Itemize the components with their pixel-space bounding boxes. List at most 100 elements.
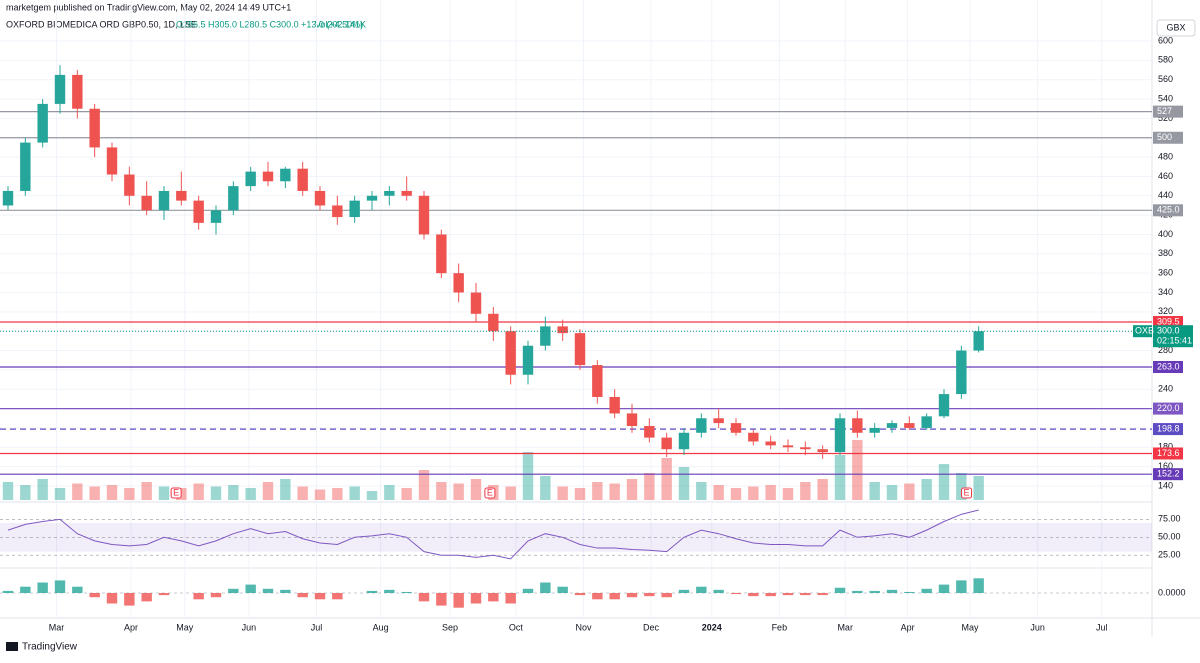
volume-bar <box>453 483 464 500</box>
level-label: 309.5 <box>1157 316 1180 326</box>
x-tick-label: Aug <box>373 622 389 632</box>
macd-bar <box>540 582 551 593</box>
volume-bar <box>869 482 880 500</box>
x-tick-label: Mar <box>49 622 65 632</box>
x-tick-label: Nov <box>575 622 592 632</box>
macd-bar <box>193 593 204 600</box>
macd-bar <box>314 593 326 600</box>
macd-bar <box>210 593 222 598</box>
candle-body <box>869 427 880 433</box>
volume-bar <box>505 486 516 500</box>
macd-bar <box>488 593 499 602</box>
macd-bar <box>869 590 880 593</box>
volume-bar <box>696 482 707 500</box>
volume-bar <box>158 486 170 500</box>
volume-bar <box>644 473 655 500</box>
macd-bar <box>904 591 915 593</box>
candle-body <box>817 449 828 453</box>
macd-bar <box>522 588 534 593</box>
macd-bar <box>106 593 118 604</box>
macd-bar <box>401 591 412 593</box>
volume-bar <box>89 486 100 500</box>
volume-bar <box>106 485 118 500</box>
macd-bar <box>2 590 14 593</box>
volume-bar <box>2 482 14 500</box>
macd-bar <box>696 586 707 593</box>
y-tick-label: 160 <box>1158 461 1173 471</box>
x-tick-label: Apr <box>901 622 915 632</box>
x-tick-label: May <box>176 622 194 632</box>
candle-body <box>20 142 31 191</box>
candle-body <box>418 195 430 235</box>
macd-bar <box>20 586 31 593</box>
x-tick-label: 2024 <box>702 622 722 632</box>
candle-body <box>678 432 690 450</box>
candle-body <box>262 171 274 182</box>
last-price-countdown: 02:15:41 <box>1157 336 1192 346</box>
event-label: E <box>173 487 179 497</box>
candle-body <box>54 74 66 104</box>
y-tick-label: 340 <box>1158 287 1173 297</box>
y-tick-label: 180 <box>1158 442 1173 452</box>
x-tick-label: Apr <box>124 622 138 632</box>
volume-bar <box>574 488 586 500</box>
volume-bar <box>782 488 794 500</box>
candle-body <box>314 190 326 206</box>
candle-body <box>626 413 638 427</box>
level-badge <box>1153 360 1183 373</box>
volume-bar <box>852 440 863 500</box>
candle-body <box>592 365 603 397</box>
event-marker <box>484 487 496 499</box>
level-label: 500 <box>1157 132 1172 142</box>
volume-bar <box>661 458 672 500</box>
level-badge <box>1153 402 1183 415</box>
candle-body <box>2 190 14 206</box>
volume-bar <box>384 485 395 500</box>
candle-body <box>505 331 516 375</box>
volume-bar <box>193 483 204 500</box>
level-badge <box>1153 131 1183 144</box>
candle-body <box>713 418 724 424</box>
level-label: 198.8 <box>1157 423 1180 433</box>
x-tick-label: Jul <box>1096 622 1108 632</box>
level-label: 527 <box>1157 106 1172 116</box>
candle-body <box>782 445 794 448</box>
event-marker <box>961 487 973 499</box>
y-tick-label: 540 <box>1158 93 1173 103</box>
macd-bar <box>158 593 170 596</box>
y-tick-label: 440 <box>1158 190 1173 200</box>
x-tick-label: Jun <box>1030 622 1045 632</box>
candle-body <box>280 168 291 182</box>
candle-body <box>973 331 984 351</box>
volume-bar <box>713 485 724 500</box>
last-price-badge <box>1153 325 1193 348</box>
y-tick-label: 600 <box>1158 35 1173 45</box>
volume-bar <box>800 482 811 500</box>
currency-box[interactable] <box>1156 19 1196 37</box>
last-price-label: 300.0 <box>1157 326 1180 336</box>
level-badge <box>1153 468 1183 481</box>
macd-bar <box>453 593 464 608</box>
candle-body <box>609 396 620 414</box>
level-label: 263.0 <box>1157 361 1180 371</box>
candle-body <box>384 190 395 196</box>
macd-bar <box>817 593 828 596</box>
level-label: 425.0 <box>1157 205 1180 215</box>
volume-bar <box>37 479 48 500</box>
macd-bar <box>470 593 482 604</box>
y-tick-label: 460 <box>1158 171 1173 181</box>
macd-bar <box>228 588 239 593</box>
candle-body <box>470 292 482 314</box>
x-tick-label: Dec <box>643 622 660 632</box>
candle-body <box>557 326 568 334</box>
volume-bar <box>626 479 638 500</box>
candle-body <box>210 210 222 223</box>
macd-bar <box>384 589 395 593</box>
brand: TradingView <box>22 642 78 653</box>
macd-bar <box>592 593 603 600</box>
currency[interactable]: GBX <box>1166 22 1185 32</box>
volume-bar <box>973 476 984 500</box>
volume-bar <box>418 470 430 500</box>
candle-body <box>124 174 135 196</box>
macd-bar <box>644 593 655 597</box>
